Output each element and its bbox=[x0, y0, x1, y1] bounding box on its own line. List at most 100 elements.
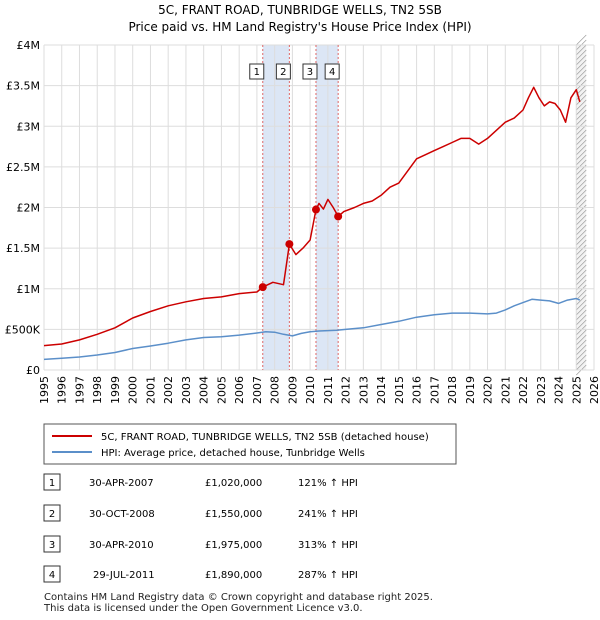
sale-point bbox=[311, 205, 320, 214]
y-tick-label: £3.5M bbox=[6, 80, 40, 93]
sale-marker-box bbox=[275, 63, 291, 80]
forecast-hatch-line bbox=[576, 214, 587, 226]
row-number: 4 bbox=[49, 570, 55, 581]
forecast-hatch-line bbox=[576, 234, 587, 246]
y-tick-label: £4M bbox=[17, 39, 41, 52]
sale-points bbox=[258, 205, 343, 292]
forecast-hatch-line bbox=[576, 224, 587, 236]
plot-area: 1 2 3 4 bbox=[43, 34, 595, 376]
table-row: 3 30-APR-2010 £1,975,000 313% ↑ HPI bbox=[43, 535, 358, 553]
row-number-box bbox=[43, 473, 61, 491]
x-tick-label: 2016 bbox=[411, 376, 424, 404]
forecast-hatch-line bbox=[576, 194, 587, 206]
sale-point bbox=[285, 240, 294, 249]
forecast-hatch-line bbox=[576, 204, 587, 216]
x-tick-label: 2005 bbox=[215, 376, 228, 404]
forecast-hatch-line bbox=[576, 174, 587, 186]
forecast-hatch-line bbox=[576, 79, 587, 91]
row-number-box bbox=[43, 504, 61, 522]
sale-marker-label: 3 bbox=[307, 67, 313, 78]
forecast-hatch-line bbox=[576, 244, 587, 256]
chart-subtitle: Price paid vs. HM Land Registry's House … bbox=[128, 20, 471, 34]
row-date: 30-OCT-2008 bbox=[89, 509, 155, 520]
x-tick-label: 2000 bbox=[127, 376, 140, 404]
forecast-hatch-line bbox=[576, 199, 587, 211]
x-tick-label: 1996 bbox=[56, 376, 69, 404]
row-date: 30-APR-2007 bbox=[89, 478, 154, 489]
row-number: 3 bbox=[49, 540, 55, 551]
forecast-hatch-line bbox=[576, 209, 587, 221]
y-tick-label: £1.5M bbox=[6, 242, 40, 255]
x-tick-label: 2007 bbox=[251, 376, 264, 404]
legend-property-label: 5C, FRANT ROAD, TUNBRIDGE WELLS, TN2 5SB… bbox=[101, 432, 429, 443]
series-lines bbox=[43, 86, 581, 361]
x-tick-label: 2019 bbox=[464, 376, 477, 404]
x-tick-label: 1995 bbox=[38, 376, 51, 404]
x-tick-label: 2023 bbox=[535, 376, 548, 404]
row-hpi: 287% ↑ HPI bbox=[298, 570, 358, 581]
y-tick-label: £1M bbox=[17, 283, 41, 296]
table-row: 4 29-JUL-2011 £1,890,000 287% ↑ HPI bbox=[43, 565, 358, 583]
footer-licence: This data is licensed under the Open Gov… bbox=[43, 603, 363, 614]
forecast-hatch-line bbox=[576, 254, 587, 266]
sale-point bbox=[334, 212, 343, 221]
forecast-hatch-line bbox=[576, 349, 587, 361]
row-hpi: 241% ↑ HPI bbox=[298, 509, 358, 520]
table-row: 1 30-APR-2007 £1,020,000 121% ↑ HPI bbox=[43, 473, 358, 491]
forecast-hatch-line bbox=[576, 59, 587, 71]
x-tick-label: 2013 bbox=[357, 376, 370, 404]
row-date: 30-APR-2010 bbox=[89, 540, 154, 551]
x-tick-label: 2010 bbox=[304, 376, 317, 404]
x-tick-label: 2020 bbox=[482, 376, 495, 404]
forecast-hatch-line bbox=[576, 44, 587, 56]
x-tick-label: 1998 bbox=[91, 376, 104, 404]
property-price-line bbox=[43, 86, 581, 347]
row-number-box bbox=[43, 565, 61, 583]
forecast-hatch-line bbox=[576, 189, 587, 201]
x-tick-label: 2014 bbox=[375, 376, 388, 404]
forecast-hatch-line bbox=[576, 184, 587, 196]
x-axis-ticks: 1995 1996 1997 1998 1999 2000 2001 2002 2003 2004… bbox=[38, 376, 600, 404]
forecast-hatch-line bbox=[576, 329, 587, 341]
x-tick-label: 2002 bbox=[162, 376, 175, 404]
forecast-hatch-line bbox=[576, 259, 587, 271]
forecast-hatch-line bbox=[576, 99, 587, 111]
sale-marker-boxes: 1 2 3 4 bbox=[249, 63, 340, 80]
x-tick-label: 2001 bbox=[144, 376, 157, 404]
row-number: 2 bbox=[49, 509, 55, 520]
forecast-hatch-line bbox=[576, 274, 587, 286]
forecast-hatch-line bbox=[576, 299, 587, 311]
sale-point bbox=[258, 283, 267, 292]
forecast-hatch-line bbox=[576, 294, 587, 306]
forecast-hatch-line bbox=[576, 64, 587, 76]
sale-marker-label: 2 bbox=[280, 67, 286, 78]
x-tick-label: 2006 bbox=[233, 376, 246, 404]
sale-marker-box bbox=[249, 63, 265, 80]
x-tick-label: 2008 bbox=[269, 376, 282, 404]
forecast-hatch-line bbox=[576, 304, 587, 316]
row-date: 29-JUL-2011 bbox=[93, 570, 155, 581]
row-price: £1,890,000 bbox=[205, 570, 262, 581]
x-tick-label: 2009 bbox=[286, 376, 299, 404]
y-axis-ticks: £0 £500K £1M £1.5M £2M £2.5M £3M £3.5M £4M bbox=[5, 39, 41, 377]
forecast-hatch-line bbox=[576, 54, 587, 66]
forecast-hatch-line bbox=[576, 309, 587, 321]
forecast-hatch-line bbox=[576, 359, 587, 371]
y-tick-label: £2.5M bbox=[6, 161, 40, 174]
x-tick-label: 1997 bbox=[73, 376, 86, 404]
forecast-hatch-line bbox=[576, 159, 587, 171]
row-hpi: 313% ↑ HPI bbox=[298, 540, 358, 551]
forecast-hatch-line bbox=[576, 169, 587, 181]
x-tick-label: 2026 bbox=[588, 376, 600, 404]
forecast-hatch-line bbox=[576, 144, 587, 156]
sale-marker-label: 1 bbox=[254, 67, 260, 78]
table-row: 2 30-OCT-2008 £1,550,000 241% ↑ HPI bbox=[43, 504, 358, 522]
footer-copyright: Contains HM Land Registry data © Crown c… bbox=[44, 592, 433, 603]
forecast-hatch-line bbox=[576, 344, 587, 356]
x-tick-label: 2012 bbox=[340, 376, 353, 404]
forecast-hatch-line bbox=[576, 129, 587, 141]
x-tick-label: 2025 bbox=[570, 376, 583, 404]
x-tick-label: 2015 bbox=[393, 376, 406, 404]
forecast-hatch-line bbox=[576, 94, 587, 106]
hpi-line bbox=[43, 297, 581, 361]
